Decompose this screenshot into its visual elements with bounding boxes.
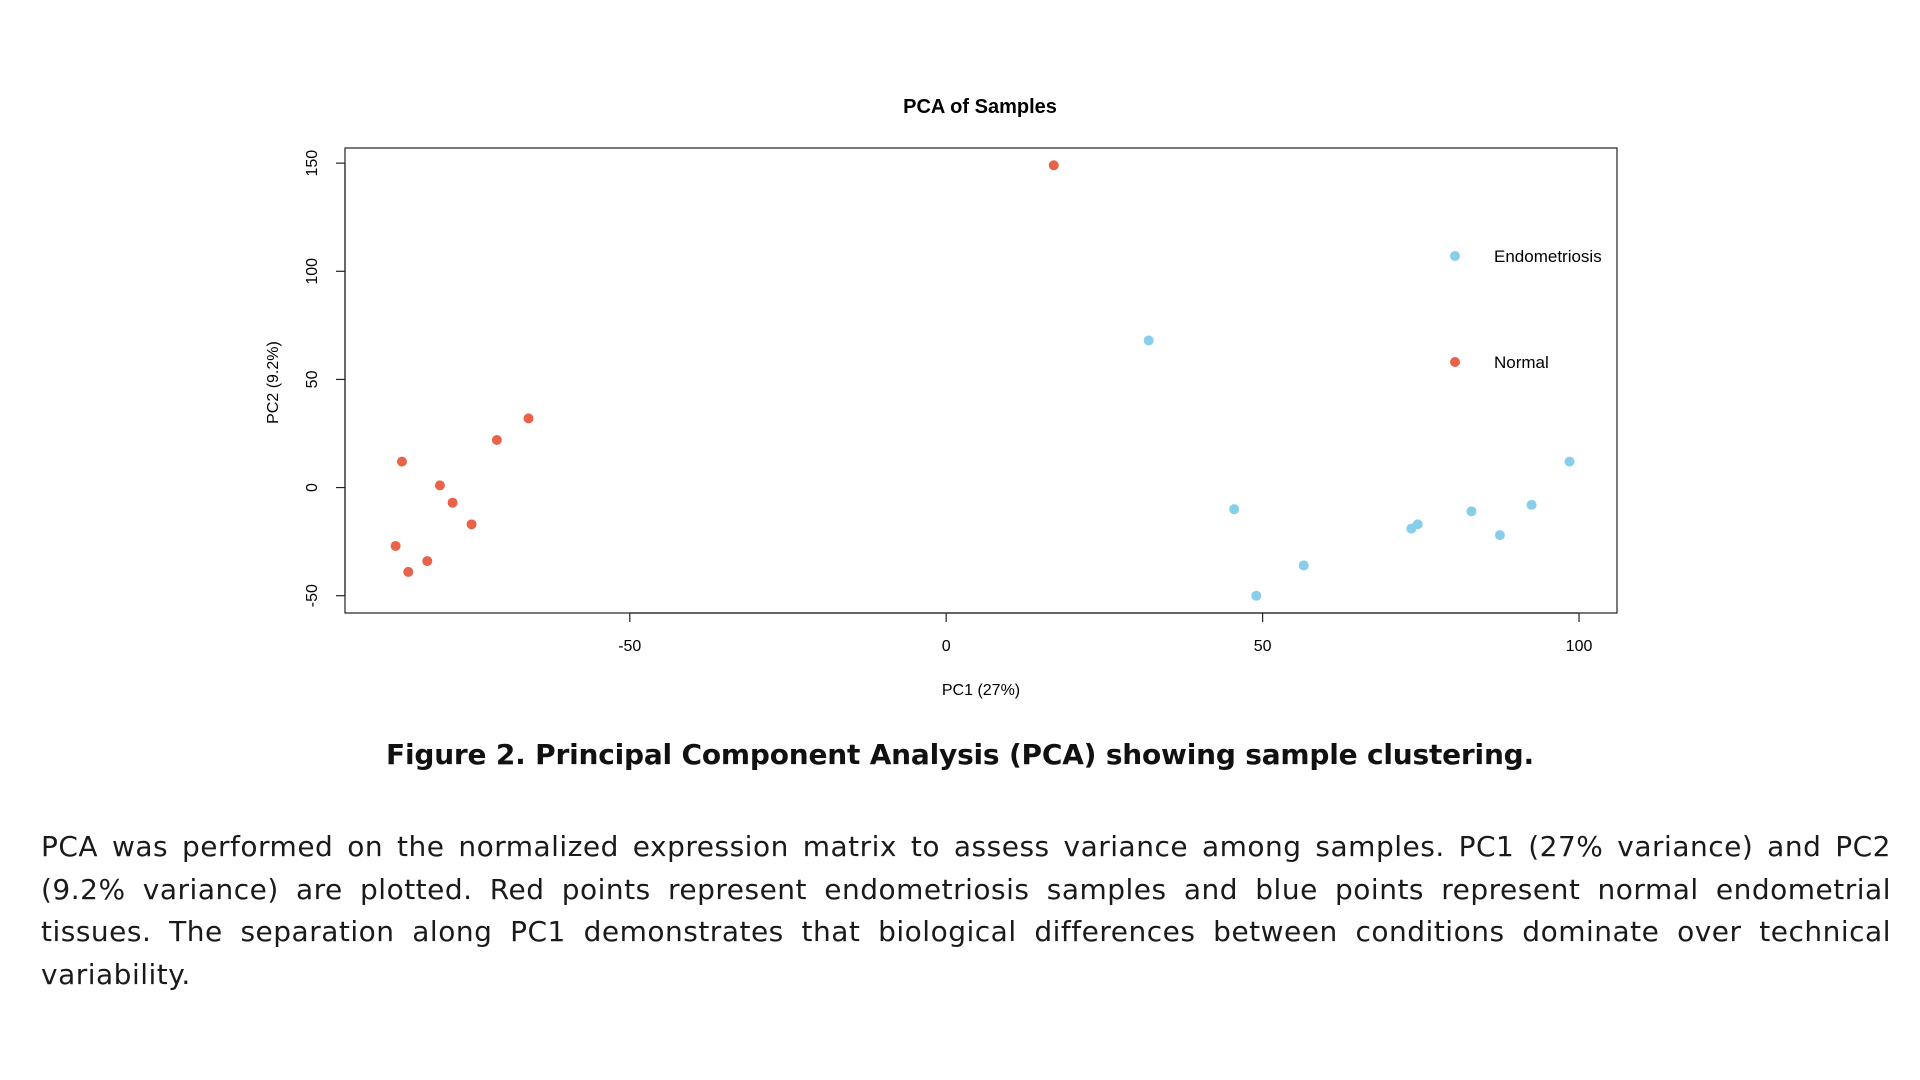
data-point-normal bbox=[491, 434, 502, 445]
x-axis-label: PC1 (27%) bbox=[942, 682, 1020, 699]
x-tick-label: -50 bbox=[618, 638, 641, 655]
plot-frame bbox=[344, 147, 1618, 614]
data-point-endometriosis bbox=[1466, 506, 1477, 517]
x-tick-label: 100 bbox=[1566, 638, 1593, 655]
x-tick-label: 0 bbox=[942, 638, 951, 655]
data-points bbox=[390, 160, 1575, 601]
data-point-normal bbox=[396, 456, 407, 467]
data-point-normal bbox=[466, 519, 477, 530]
data-point-endometriosis bbox=[1143, 335, 1154, 346]
legend: Endometriosis Normal bbox=[1450, 247, 1602, 372]
data-point-endometriosis bbox=[1298, 560, 1309, 571]
y-tick-label: 150 bbox=[304, 150, 321, 177]
y-tick-label: 100 bbox=[304, 258, 321, 285]
data-point-normal bbox=[1048, 160, 1059, 171]
chart-canvas: PCA of Samples -50 0 50 100 -50 0 50 100 150 PC… bbox=[265, 96, 1618, 699]
data-point-normal bbox=[403, 566, 414, 577]
data-point-endometriosis bbox=[1564, 456, 1575, 467]
data-point-normal bbox=[422, 556, 433, 567]
y-tick-label: 0 bbox=[304, 483, 321, 492]
data-point-normal bbox=[434, 480, 445, 491]
figure-caption: Figure 2. Principal Component Analysis (… bbox=[386, 738, 1534, 771]
data-point-endometriosis bbox=[1494, 530, 1505, 541]
x-tick-label: 50 bbox=[1254, 638, 1272, 655]
legend-label-endometriosis: Endometriosis bbox=[1494, 247, 1602, 266]
chart-title: PCA of Samples bbox=[903, 96, 1057, 118]
data-point-normal bbox=[447, 497, 458, 508]
legend-marker-endometriosis bbox=[1450, 251, 1460, 261]
pca-chart: PCA of Samples -50 0 50 100 -50 0 50 100 150 PC… bbox=[265, 96, 1618, 699]
data-point-normal bbox=[390, 540, 401, 551]
y-axis: -50 0 50 100 150 bbox=[304, 150, 346, 607]
data-point-endometriosis bbox=[1526, 499, 1537, 510]
x-axis: -50 0 50 100 bbox=[618, 612, 1593, 655]
data-point-normal bbox=[523, 413, 534, 424]
legend-marker-normal bbox=[1450, 357, 1460, 367]
data-point-endometriosis bbox=[1229, 504, 1240, 515]
legend-label-normal: Normal bbox=[1494, 353, 1549, 372]
y-axis-label: PC2 (9.2%) bbox=[265, 341, 282, 424]
data-point-endometriosis bbox=[1251, 590, 1262, 601]
body-paragraph: PCA was performed on the normalized expr… bbox=[41, 830, 1891, 991]
y-tick-label: 50 bbox=[304, 370, 321, 388]
data-point-endometriosis bbox=[1412, 519, 1423, 530]
y-tick-label: -50 bbox=[304, 584, 321, 607]
